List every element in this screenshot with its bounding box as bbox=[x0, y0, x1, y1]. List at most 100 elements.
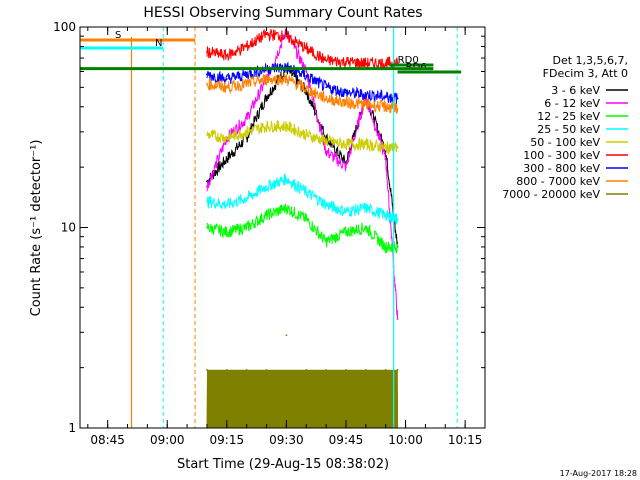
data-point bbox=[265, 368, 268, 371]
data-point bbox=[206, 83, 208, 85]
data-point bbox=[285, 78, 288, 80]
flag-label: RD0 bbox=[398, 55, 419, 66]
data-point bbox=[305, 70, 308, 73]
data-point bbox=[225, 136, 228, 139]
data-point bbox=[265, 185, 268, 188]
data-point bbox=[396, 146, 399, 149]
data-point bbox=[396, 97, 399, 100]
data-point bbox=[206, 51, 208, 53]
data-point bbox=[325, 97, 328, 100]
flag-rd0: RD0 bbox=[389, 55, 434, 67]
data-point bbox=[325, 59, 328, 62]
y-tick-label: 10 bbox=[61, 221, 76, 235]
data-point bbox=[384, 95, 387, 98]
data-point bbox=[225, 203, 228, 206]
data-point bbox=[384, 146, 387, 149]
series-7 bbox=[206, 61, 399, 104]
data-point bbox=[396, 218, 399, 221]
series-4 bbox=[206, 173, 399, 225]
x-tick-label: 09:30 bbox=[269, 433, 304, 447]
data-point bbox=[345, 143, 347, 146]
series-line bbox=[206, 369, 399, 429]
x-tick-label: 10:00 bbox=[388, 433, 423, 447]
data-point bbox=[225, 157, 228, 160]
data-point bbox=[245, 83, 248, 85]
data-point bbox=[206, 180, 208, 183]
data-point bbox=[305, 191, 308, 194]
data-point bbox=[345, 368, 347, 371]
x-tick-label: 08:45 bbox=[90, 433, 125, 447]
data-point bbox=[285, 334, 288, 337]
data-point bbox=[245, 117, 248, 120]
legend-entry: 25 - 50 keV bbox=[537, 123, 628, 136]
data-point bbox=[396, 108, 399, 110]
series-6 bbox=[206, 28, 399, 71]
legend-label: 300 - 800 keV bbox=[523, 162, 600, 175]
chart-title: HESSI Observing Summary Count Rates bbox=[143, 5, 422, 21]
data-point bbox=[364, 62, 367, 65]
data-point bbox=[345, 91, 347, 94]
series-line bbox=[206, 203, 399, 255]
x-axis-label: Start Time (29-Aug-15 08:38:02) bbox=[177, 457, 389, 472]
data-point bbox=[345, 231, 347, 233]
legend-label: 800 - 7000 keV bbox=[516, 175, 600, 188]
series-line bbox=[206, 120, 399, 155]
data-point bbox=[345, 210, 347, 213]
data-point bbox=[245, 45, 248, 48]
data-point bbox=[364, 93, 367, 96]
data-point bbox=[325, 240, 328, 243]
flag-n: N bbox=[80, 38, 164, 50]
data-point bbox=[285, 177, 288, 180]
data-point bbox=[345, 101, 347, 104]
series-8 bbox=[206, 73, 399, 115]
flag-label: N bbox=[155, 38, 162, 49]
series-3 bbox=[206, 203, 399, 255]
y-tick-label: 100 bbox=[53, 20, 76, 34]
legend-label: 12 - 25 keV bbox=[537, 110, 600, 123]
data-point bbox=[265, 214, 268, 217]
data-point bbox=[285, 207, 288, 209]
data-point bbox=[384, 368, 387, 371]
legend-header-2: FDecim 3, Att 0 bbox=[543, 67, 628, 80]
footer-date: 17-Aug-2017 18:28 bbox=[560, 469, 637, 478]
data-point bbox=[206, 133, 208, 136]
data-point bbox=[285, 35, 288, 38]
legend-entry: 12 - 25 keV bbox=[537, 110, 628, 123]
x-tick-label: 10:15 bbox=[448, 433, 483, 447]
data-point bbox=[225, 78, 228, 80]
x-tick-label: 09:15 bbox=[210, 433, 245, 447]
legend-label: 25 - 50 keV bbox=[537, 123, 600, 136]
data-point bbox=[396, 246, 399, 248]
legend-label: 50 - 100 keV bbox=[530, 136, 600, 149]
data-point bbox=[384, 62, 387, 65]
data-point bbox=[206, 226, 208, 229]
series-line bbox=[206, 61, 398, 104]
data-point bbox=[265, 125, 268, 128]
data-point bbox=[364, 368, 367, 371]
data-point bbox=[285, 125, 288, 128]
data-point bbox=[364, 103, 367, 106]
data-point bbox=[225, 54, 228, 57]
series-line bbox=[206, 173, 399, 225]
data-point bbox=[245, 226, 248, 229]
data-point bbox=[345, 166, 347, 169]
data-point bbox=[225, 231, 228, 233]
data-point bbox=[206, 185, 208, 188]
legend-label: 3 - 6 keV bbox=[551, 84, 600, 97]
data-point bbox=[206, 368, 208, 371]
data-point bbox=[245, 130, 248, 133]
data-point bbox=[206, 200, 208, 203]
data-point bbox=[305, 47, 308, 50]
data-point bbox=[305, 75, 308, 77]
data-point bbox=[384, 157, 387, 160]
data-point bbox=[265, 78, 268, 80]
data-point bbox=[245, 73, 248, 76]
data-point bbox=[345, 60, 347, 63]
data-point bbox=[305, 88, 308, 91]
legend-label: 100 - 300 keV bbox=[523, 149, 600, 162]
data-point bbox=[245, 368, 248, 371]
data-point bbox=[325, 140, 328, 142]
data-point bbox=[305, 218, 308, 221]
data-point bbox=[325, 368, 328, 371]
